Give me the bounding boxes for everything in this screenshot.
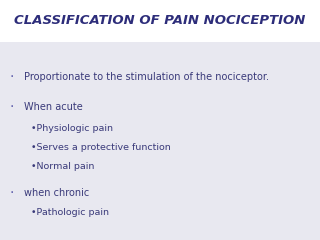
Text: •Serves a protective function: •Serves a protective function [31,143,171,152]
FancyBboxPatch shape [0,42,320,240]
Text: When acute: When acute [24,102,83,112]
FancyBboxPatch shape [0,0,320,42]
Text: when chronic: when chronic [24,188,89,198]
Text: •Pathologic pain: •Pathologic pain [31,208,109,217]
Text: •Physiologic pain: •Physiologic pain [31,124,113,133]
Text: •Normal pain: •Normal pain [31,162,95,171]
Text: CLASSIFICATION OF PAIN NOCICEPTION: CLASSIFICATION OF PAIN NOCICEPTION [14,14,306,28]
Text: ·: · [10,186,14,200]
Text: Proportionate to the stimulation of the nociceptor.: Proportionate to the stimulation of the … [24,72,269,82]
Text: ·: · [10,100,14,114]
Text: ·: · [10,70,14,84]
